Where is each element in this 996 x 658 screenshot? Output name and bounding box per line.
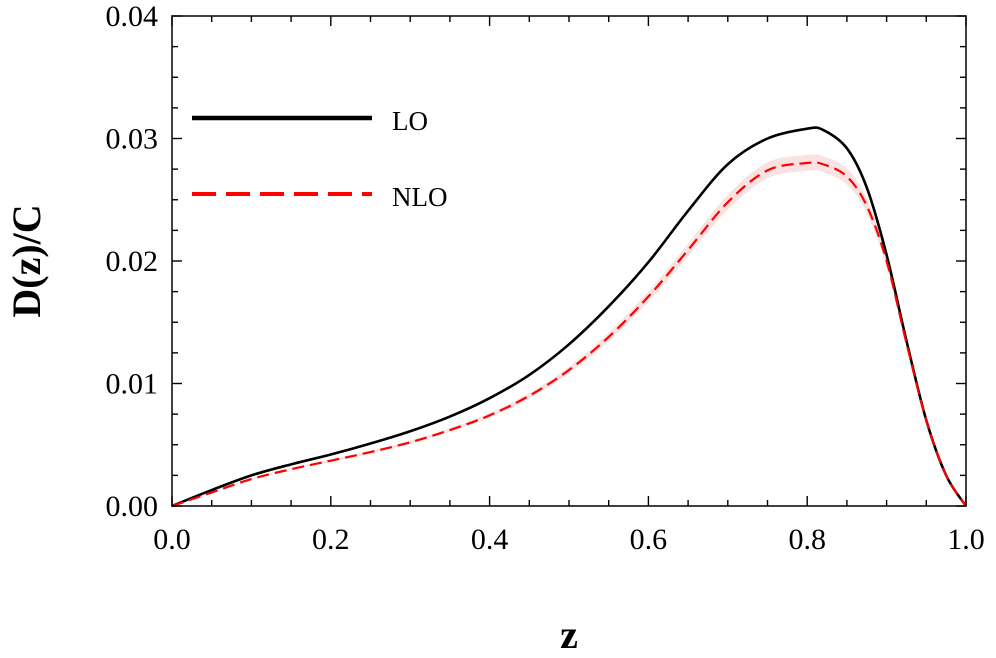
series-line-lo — [171, 126, 968, 508]
x-tick-label: 0.2 — [312, 523, 350, 556]
x-tick-label: 0.8 — [788, 523, 826, 556]
curve-layer — [171, 126, 968, 508]
x-tick-label: 1.0 — [947, 523, 985, 556]
nlo-band — [172, 154, 966, 506]
y-tick-label: 0.00 — [106, 490, 159, 523]
x-tick-label: 0.4 — [471, 523, 509, 556]
legend: LO NLO — [192, 106, 448, 212]
y-tick-label: 0.01 — [106, 368, 159, 401]
y-tick-label: 0.04 — [106, 0, 159, 33]
x-tick-label: 0.6 — [630, 523, 668, 556]
y-axis-title: D(z)/C — [4, 204, 49, 317]
y-tick-label: 0.02 — [106, 245, 159, 278]
legend-label-nlo: NLO — [392, 182, 448, 212]
tick-label-layer: 0.0 0.2 0.4 0.6 0.8 1.0 0.00 0.01 0.02 0.03 0.04 — [106, 0, 985, 556]
y-tick-label: 0.03 — [106, 123, 159, 156]
x-axis-title: z — [560, 612, 578, 657]
series-line-nlo — [171, 161, 967, 508]
plot-frame — [171, 15, 967, 507]
tick-layer — [171, 15, 967, 507]
x-tick-label: 0.0 — [153, 523, 191, 556]
nlo-uncertainty-band-layer — [172, 154, 966, 506]
legend-label-lo: LO — [392, 106, 428, 136]
